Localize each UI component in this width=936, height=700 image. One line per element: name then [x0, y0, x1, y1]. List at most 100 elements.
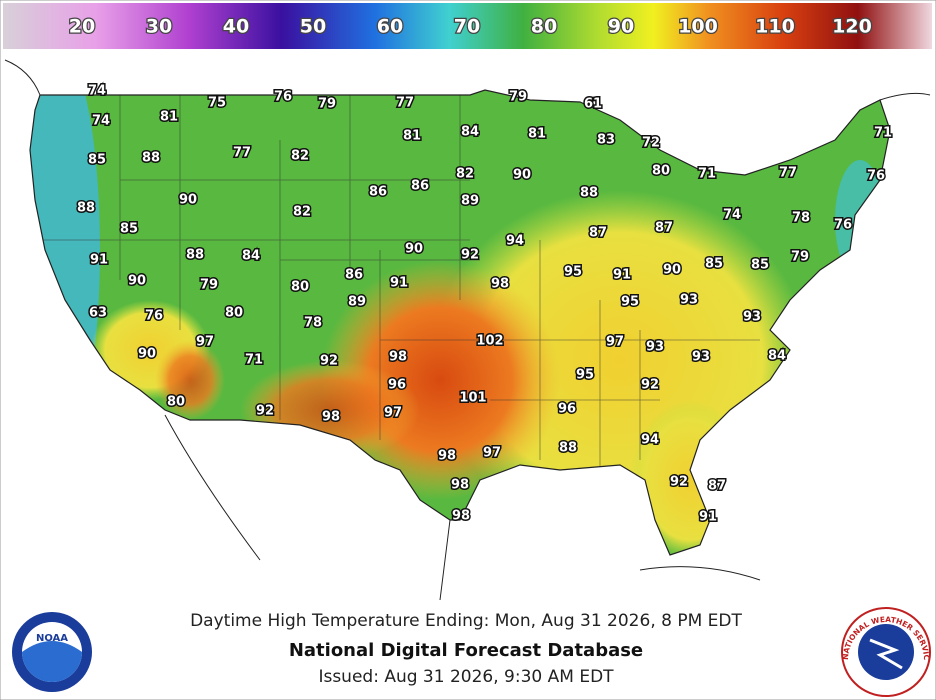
temperature-label: 86: [369, 185, 387, 200]
temperature-label: 91: [90, 253, 108, 268]
temperature-label: 97: [196, 335, 214, 350]
temperature-label: 87: [589, 226, 607, 241]
noaa-logo: NOAA: [12, 612, 92, 692]
temperature-label: 88: [142, 151, 160, 166]
temperature-label: 92: [461, 248, 479, 263]
neighbor-outline: [4, 59, 931, 601]
temperature-label: 91: [390, 276, 408, 291]
temperature-label: 79: [791, 250, 809, 265]
temperature-label: 77: [396, 96, 414, 111]
temperature-label: 92: [256, 404, 274, 419]
temperature-label: 61: [584, 97, 602, 112]
temperature-label: 94: [641, 433, 659, 448]
temperature-label: 93: [680, 293, 698, 308]
scale-label: 110: [755, 16, 795, 38]
temperature-label: 98: [438, 449, 456, 464]
temperature-label: 71: [874, 126, 892, 141]
temperature-label: 83: [597, 133, 615, 148]
temperature-label: 63: [89, 306, 107, 321]
temperature-label: 94: [506, 234, 524, 249]
temperature-label: 74: [88, 84, 106, 99]
temperature-label: 92: [670, 475, 688, 490]
scale-label: 20: [69, 16, 95, 38]
temperature-label: 85: [705, 257, 723, 272]
temperature-label: 78: [792, 211, 810, 226]
temperature-label: 90: [663, 263, 681, 278]
temperature-label: 84: [461, 125, 479, 140]
issued-time: Issued: Aug 31 2026, 9:30 AM EDT: [318, 667, 614, 687]
temperature-label: 81: [403, 129, 421, 144]
temperature-label: 88: [580, 186, 598, 201]
temperature-label: 77: [779, 166, 797, 181]
temperature-label: 90: [405, 242, 423, 257]
temperature-label: 76: [145, 309, 163, 324]
temperature-label: 95: [576, 368, 594, 383]
temperature-label: 90: [128, 274, 146, 289]
temperature-label: 89: [348, 295, 366, 310]
temperature-label: 84: [768, 349, 786, 364]
temperature-label: 88: [559, 441, 577, 456]
scale-label: 60: [377, 16, 403, 38]
temperature-label: 93: [692, 350, 710, 365]
scale-label: 30: [146, 16, 172, 38]
scale-label: 100: [678, 16, 718, 38]
temperature-label: 102: [476, 334, 503, 349]
temperature-label: 80: [652, 164, 670, 179]
temperature-label: 81: [160, 110, 178, 125]
temperature-label: 91: [699, 510, 717, 525]
temperature-label: 91: [613, 268, 631, 283]
temperature-label: 80: [225, 306, 243, 321]
scale-label: 50: [300, 16, 326, 38]
temperature-label: 82: [456, 167, 474, 182]
temperature-label: 92: [641, 378, 659, 393]
temperature-label: 101: [459, 391, 486, 406]
scale-label: 80: [531, 16, 557, 38]
scale-label: 90: [608, 16, 634, 38]
temperature-label: 81: [528, 127, 546, 142]
scale-label: 40: [223, 16, 249, 38]
temperature-label: 97: [606, 335, 624, 350]
temperature-label: 98: [452, 509, 470, 524]
temperature-label: 80: [167, 395, 185, 410]
temperature-label: 87: [708, 479, 726, 494]
temperature-label: 79: [509, 90, 527, 105]
temperature-label: 96: [388, 378, 406, 393]
color-scale: [3, 3, 932, 49]
scale-labels: 20 30 40 50 60 70 80 90 100 110 120: [68, 14, 874, 39]
temperature-label: 97: [384, 406, 402, 421]
temperature-label: 72: [642, 136, 660, 151]
temperature-label: 95: [564, 265, 582, 280]
temperature-label: 75: [208, 96, 226, 111]
temperature-label: 76: [834, 218, 852, 233]
temperature-label: 98: [389, 350, 407, 365]
temperature-label: 90: [179, 193, 197, 208]
temperature-label: 92: [320, 354, 338, 369]
scale-label: 70: [454, 16, 480, 38]
temperature-label: 76: [274, 90, 292, 105]
temperature-label: 86: [411, 179, 429, 194]
temperature-label: 71: [245, 353, 263, 368]
temperature-label: 85: [88, 153, 106, 168]
temperature-label: 80: [291, 280, 309, 295]
temperature-label: 93: [743, 310, 761, 325]
valid-time: Daytime High Temperature Ending: Mon, Au…: [190, 611, 742, 631]
temperature-label: 71: [698, 167, 716, 182]
noaa-text: NOAA: [36, 633, 68, 644]
temperature-label: 90: [138, 347, 156, 362]
temperature-label: 88: [186, 248, 204, 263]
temperature-label: 85: [751, 258, 769, 273]
temperature-label: 93: [646, 340, 664, 355]
database-title: National Digital Forecast Database: [289, 640, 643, 661]
temperature-label: 96: [558, 402, 576, 417]
temperature-labels: 74 74 81 75 76 79 77 79 61 85 88 77 82 81 84 81 83 72 71 88…: [75, 82, 893, 526]
temperature-label: 89: [461, 194, 479, 209]
temperature-label: 76: [867, 169, 885, 184]
temperature-label: 84: [242, 249, 260, 264]
temperature-label: 86: [345, 268, 363, 283]
temperature-label: 98: [451, 478, 469, 493]
temperature-label: 98: [322, 410, 340, 425]
temperature-label: 74: [92, 114, 110, 129]
temperature-label: 74: [723, 208, 741, 223]
temperature-label: 88: [77, 201, 95, 216]
